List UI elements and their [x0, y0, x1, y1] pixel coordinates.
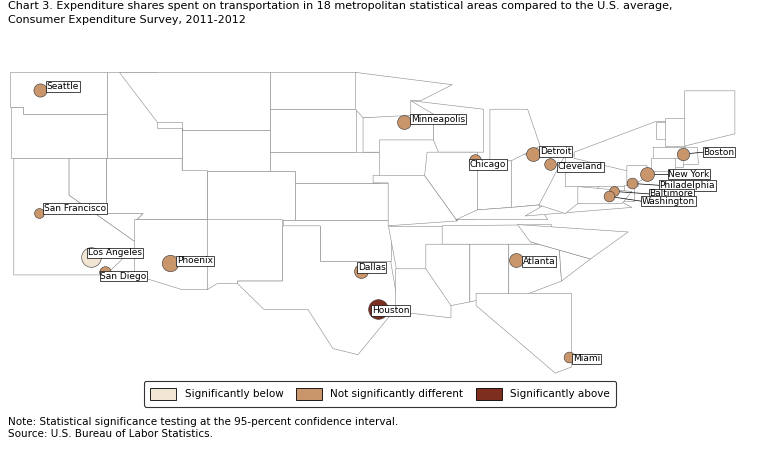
Point [470, 157, 482, 164]
Text: Minneapolis: Minneapolis [410, 115, 465, 124]
Point [603, 193, 615, 200]
Text: Atlanta: Atlanta [523, 257, 556, 266]
Text: Dallas: Dallas [358, 263, 386, 272]
Legend: Significantly below, Not significantly different, Significantly above: Significantly below, Not significantly d… [144, 381, 616, 406]
Point [641, 171, 653, 178]
Text: Phoenix: Phoenix [177, 256, 213, 266]
Point [85, 253, 97, 260]
Point [608, 188, 620, 195]
Text: Los Angeles: Los Angeles [88, 248, 142, 257]
Text: San Francisco: San Francisco [44, 204, 106, 213]
Point [563, 354, 575, 361]
Point [33, 209, 45, 216]
Point [626, 180, 638, 187]
Text: Houston: Houston [372, 306, 410, 315]
Point [99, 269, 111, 276]
Point [527, 150, 540, 158]
Text: Washington: Washington [642, 197, 695, 206]
Point [510, 256, 522, 263]
Text: Chicago: Chicago [470, 160, 506, 169]
Text: San Diego: San Diego [100, 272, 147, 281]
Point [163, 260, 176, 267]
Point [544, 161, 556, 168]
Text: Detroit: Detroit [540, 147, 572, 156]
Text: Chart 3. Expenditure shares spent on transportation in 18 metropolitan statistic: Chart 3. Expenditure shares spent on tra… [8, 1, 672, 11]
Text: Consumer Expenditure Survey, 2011-2012: Consumer Expenditure Survey, 2011-2012 [8, 15, 245, 25]
Text: Miami: Miami [573, 355, 600, 364]
Point [398, 118, 410, 126]
Point [354, 268, 366, 275]
Text: Note: Statistical significance testing at the 95-percent confidence interval.
So: Note: Statistical significance testing a… [8, 417, 397, 439]
Point [677, 150, 689, 158]
Text: Cleveland: Cleveland [558, 162, 603, 171]
Text: Boston: Boston [704, 148, 735, 157]
Point [34, 86, 46, 93]
Point [372, 305, 385, 312]
Text: New York: New York [668, 170, 710, 179]
Text: Philadelphia: Philadelphia [660, 181, 715, 190]
Text: Seattle: Seattle [46, 82, 79, 91]
Text: Baltimore: Baltimore [650, 189, 693, 198]
